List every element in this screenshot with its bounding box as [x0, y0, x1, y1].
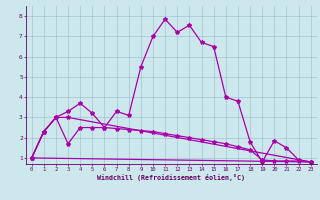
- X-axis label: Windchill (Refroidissement éolien,°C): Windchill (Refroidissement éolien,°C): [97, 174, 245, 181]
